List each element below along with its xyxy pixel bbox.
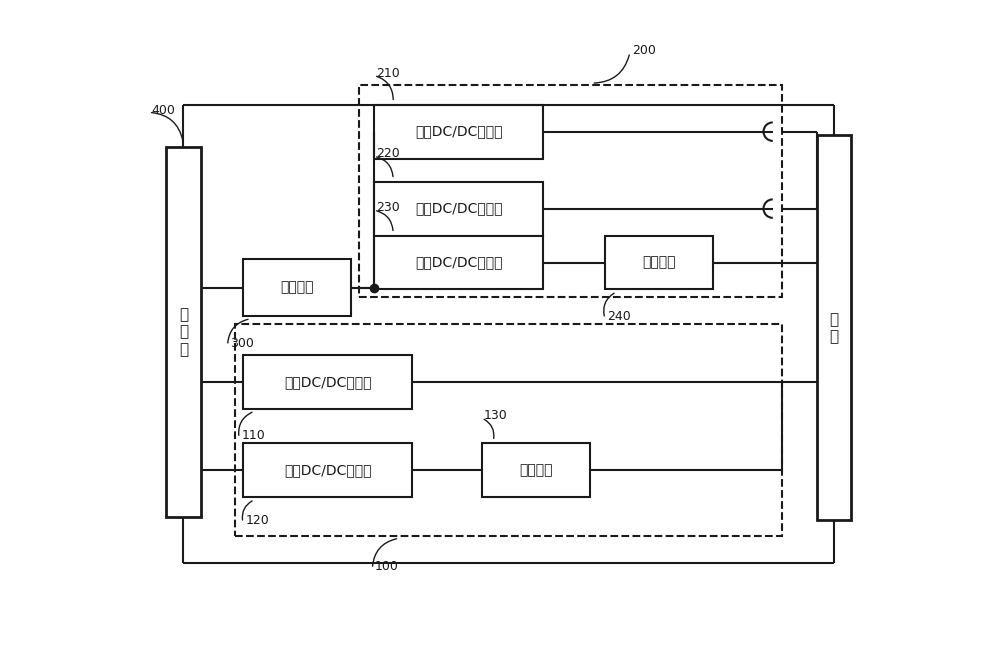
Text: 第一DC/DC变换器: 第一DC/DC变换器 xyxy=(284,375,371,389)
Bar xyxy=(235,324,782,536)
Bar xyxy=(482,444,590,498)
Text: 300: 300 xyxy=(230,337,254,350)
Bar xyxy=(817,135,851,520)
Text: 第二开关: 第二开关 xyxy=(519,464,552,478)
Text: 110: 110 xyxy=(241,430,265,442)
Text: 电
源
板: 电 源 板 xyxy=(179,307,188,357)
Bar xyxy=(605,235,713,289)
Text: 第三开关: 第三开关 xyxy=(642,255,676,269)
Bar xyxy=(374,105,543,159)
Text: 220: 220 xyxy=(376,147,400,161)
Bar xyxy=(243,355,412,409)
Bar xyxy=(243,444,412,498)
Text: 120: 120 xyxy=(245,514,269,527)
Bar xyxy=(243,259,351,316)
Text: 主
板: 主 板 xyxy=(829,311,839,344)
Bar xyxy=(374,235,543,289)
Bar xyxy=(374,181,543,235)
Text: 130: 130 xyxy=(484,410,508,422)
Text: 第五DC/DC变换器: 第五DC/DC变换器 xyxy=(415,255,502,269)
Text: 200: 200 xyxy=(632,43,656,57)
Bar xyxy=(359,85,782,297)
Text: 230: 230 xyxy=(376,201,400,214)
Text: 第四DC/DC变换器: 第四DC/DC变换器 xyxy=(415,201,502,215)
Text: 第二DC/DC变换器: 第二DC/DC变换器 xyxy=(284,464,371,478)
Text: 210: 210 xyxy=(376,67,400,79)
Bar xyxy=(166,147,201,517)
Text: 第三DC/DC变换器: 第三DC/DC变换器 xyxy=(415,125,502,139)
Text: 400: 400 xyxy=(151,103,175,117)
Text: 第一开关: 第一开关 xyxy=(280,281,314,295)
Text: 100: 100 xyxy=(375,560,399,573)
Text: 240: 240 xyxy=(607,310,631,323)
